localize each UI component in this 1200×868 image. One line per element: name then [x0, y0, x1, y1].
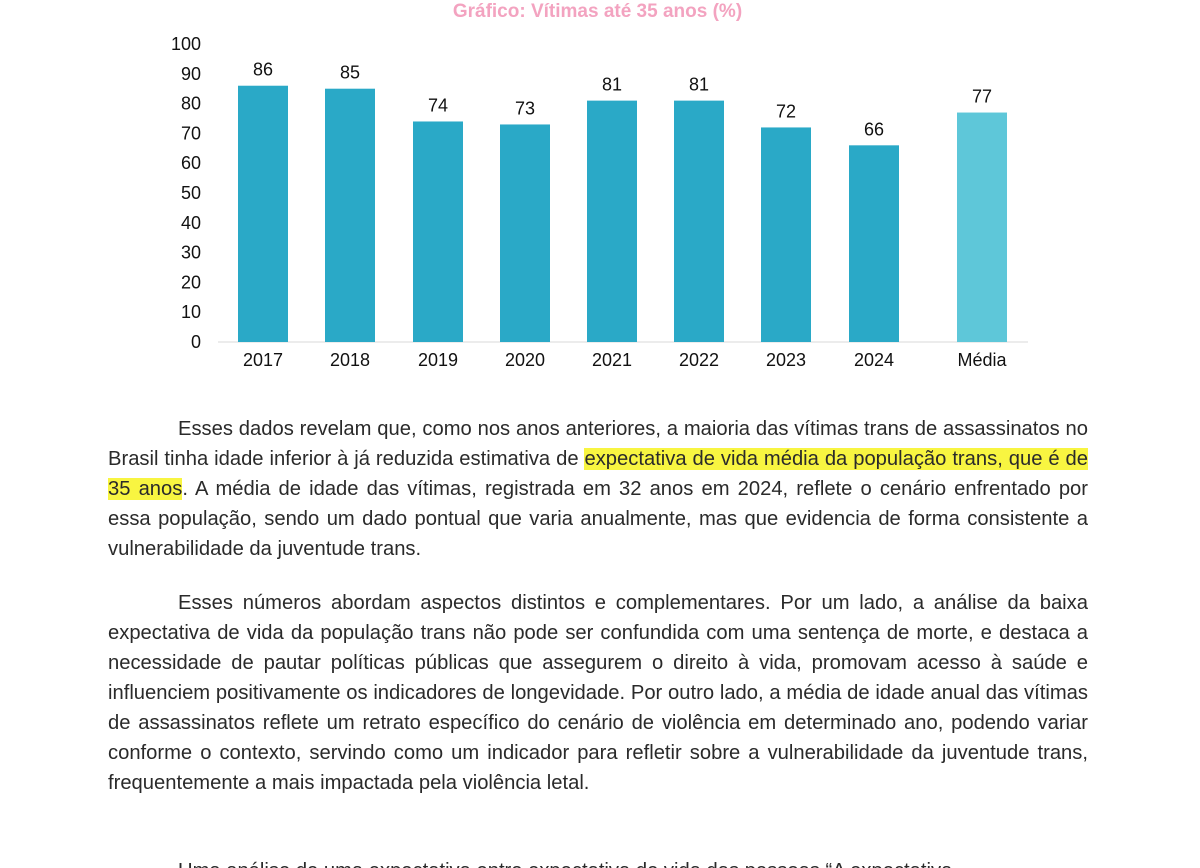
- y-tick-label: 100: [171, 34, 201, 54]
- y-tick-label: 90: [181, 64, 201, 84]
- y-tick-label: 30: [181, 243, 201, 263]
- x-category-label: 2021: [592, 350, 632, 370]
- y-tick-label: 50: [181, 183, 201, 203]
- bars: [238, 85, 1007, 343]
- y-axis-ticks: 0 10 20 30 40 50 60 70 80 90 100: [171, 34, 201, 352]
- y-tick-label: 80: [181, 94, 201, 114]
- y-tick-label: 10: [181, 302, 201, 322]
- paragraph-1-end: . A média de idade das vítimas, registra…: [108, 478, 1088, 560]
- x-category-label: Média: [957, 350, 1007, 370]
- data-label: 73: [515, 98, 535, 118]
- data-label: 86: [253, 60, 273, 80]
- bar-m-dia: [957, 112, 1007, 342]
- paragraph-2: Esses números abordam aspectos distintos…: [108, 592, 1088, 794]
- paragraph-3-clipped: Uma análise de uma expectativa entre exp…: [108, 852, 1088, 868]
- data-label: 66: [864, 119, 884, 139]
- paragraph-3-text: Uma análise de uma expectativa entre exp…: [108, 856, 1088, 868]
- x-axis-labels: 2017 2018 2019 2020 2021 2022 2023 2024 Média: [243, 350, 1008, 370]
- x-category-label: 2019: [418, 350, 458, 370]
- y-tick-label: 20: [181, 272, 201, 292]
- data-labels: 86 85 74 73 81 81 72 66 77: [253, 60, 992, 140]
- paragraph-1-start: Esses dados revelam que, como nos anos a…: [108, 418, 1088, 470]
- x-category-label: 2024: [854, 350, 894, 370]
- data-label: 81: [689, 75, 709, 95]
- bar-2018: [325, 88, 375, 342]
- bar-2023: [761, 127, 811, 342]
- bar-2024: [849, 145, 899, 342]
- bar-2022: [674, 100, 724, 343]
- bar-chart: 0 10 20 30 40 50 60 70 80 90 100 86 85 74 73 81 81 72 66 7…: [171, 34, 1028, 370]
- x-category-label: 2017: [243, 350, 283, 370]
- x-category-label: 2022: [679, 350, 719, 370]
- bar-2017: [238, 85, 288, 342]
- bar-2019: [413, 121, 463, 342]
- data-label: 72: [776, 101, 796, 121]
- y-tick-label: 40: [181, 213, 201, 233]
- data-label: 77: [972, 87, 992, 107]
- paragraph-1: Esses dados revelam que, como nos anos a…: [108, 414, 1088, 564]
- data-label: 85: [340, 63, 360, 83]
- bar-2021: [587, 100, 637, 343]
- data-label: 81: [602, 75, 622, 95]
- x-category-label: 2018: [330, 350, 370, 370]
- y-tick-label: 0: [191, 332, 201, 352]
- x-category-label: 2023: [766, 350, 806, 370]
- y-tick-label: 60: [181, 153, 201, 173]
- chart-title: Gráfico: Vítimas até 35 anos (%): [452, 1, 743, 22]
- data-label: 74: [428, 95, 448, 115]
- x-category-label: 2020: [505, 350, 545, 370]
- body-text: Esses dados revelam que, como nos anos a…: [108, 414, 1088, 822]
- bar-2020: [500, 124, 550, 343]
- y-tick-label: 70: [181, 123, 201, 143]
